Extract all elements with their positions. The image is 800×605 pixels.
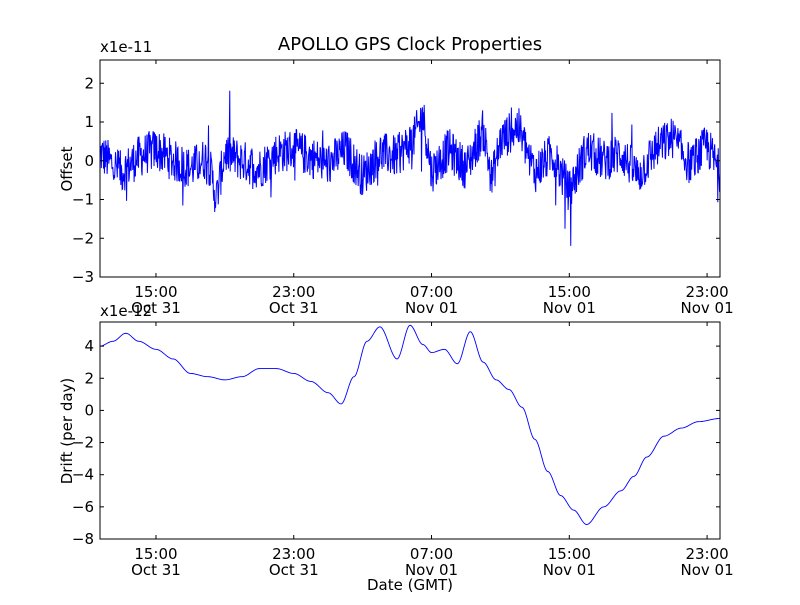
drift-y-tick-label: −4 (72, 466, 94, 484)
offset-x-tick-label-time: 15:00 (134, 283, 177, 301)
drift-y-tick-label: −8 (72, 530, 94, 548)
drift-x-tick-label-time: 15:00 (548, 545, 591, 563)
drift-x-tick-label-time: 23:00 (685, 545, 728, 563)
drift-axes-frame (99, 321, 721, 540)
drift-y-tick-label: −6 (72, 498, 94, 516)
offset-x-tick-label-date: Oct 31 (131, 299, 181, 317)
offset-x-tick-label-time: 15:00 (548, 283, 591, 301)
offset-x-tick-label-time: 23:00 (272, 283, 315, 301)
offset-axes-frame (99, 59, 721, 278)
drift-y-tick-label: 0 (84, 401, 94, 419)
drift-x-tick-label-date: Oct 31 (269, 561, 319, 579)
offset-y-tick-label: 2 (84, 74, 94, 92)
drift-x-tick-label-date: Oct 31 (131, 561, 181, 579)
offset-y-tick-label: −2 (72, 229, 94, 247)
drift-y-tick-label: 4 (84, 337, 94, 355)
drift-x-axis-label: Date (GMT) (367, 576, 453, 594)
offset-x-tick-label-time: 23:00 (685, 283, 728, 301)
offset-y-tick-label: −1 (72, 191, 94, 209)
offset-y-tick-label: 1 (84, 113, 94, 131)
drift-panel: x1e-12 Drift (per day) Date (GMT) −8 −6 −4… (58, 302, 734, 594)
offset-x-tick-label-date: Nov 01 (543, 299, 596, 317)
drift-x-tick-label-date: Nov 01 (543, 561, 596, 579)
drift-series-line (100, 324, 720, 525)
drift-y-tick-label: −2 (72, 434, 94, 452)
offset-y-tick-label: 0 (84, 152, 94, 170)
figure-title: APOLLO GPS Clock Properties (278, 34, 542, 55)
offset-x-tick-label-time: 07:00 (410, 283, 453, 301)
drift-x-tick-label-time: 07:00 (410, 545, 453, 563)
drift-x-tick-label-time: 23:00 (272, 545, 315, 563)
drift-x-tick-label-date: Nov 01 (405, 561, 458, 579)
offset-series-line (100, 90, 720, 246)
drift-y-axis-label: Drift (per day) (58, 378, 76, 485)
drift-y-tick-label: 2 (84, 369, 94, 387)
offset-x-tick-label-date: Nov 01 (681, 299, 734, 317)
offset-multiplier: x1e-11 (100, 38, 152, 56)
drift-multiplier: x1e-12 (100, 302, 152, 320)
offset-y-axis-label: Offset (58, 146, 76, 191)
offset-x-tick-label-date: Nov 01 (405, 299, 458, 317)
drift-x-tick-label-date: Nov 01 (681, 561, 734, 579)
drift-x-tick-label-time: 15:00 (134, 545, 177, 563)
offset-x-tick-label-date: Oct 31 (269, 299, 319, 317)
offset-y-tick-label: −3 (72, 268, 94, 286)
